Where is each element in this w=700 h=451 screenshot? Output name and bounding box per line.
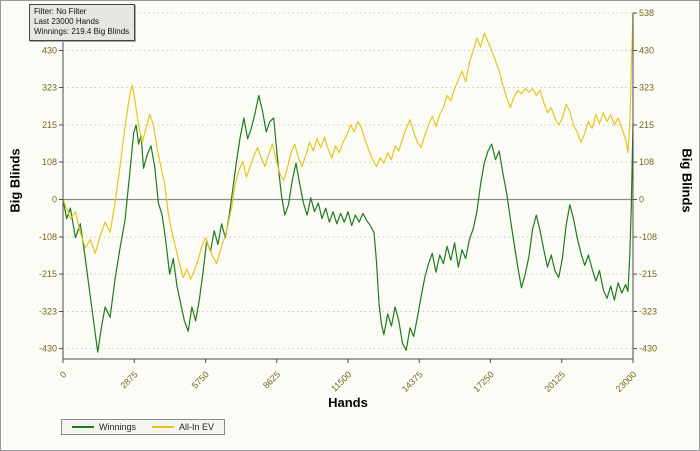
- svg-text:108: 108: [639, 157, 654, 167]
- svg-text:2875: 2875: [118, 369, 139, 390]
- svg-text:17250: 17250: [471, 369, 496, 394]
- svg-text:-108: -108: [639, 232, 657, 242]
- y-axis-title-right: Big Blinds: [679, 148, 695, 213]
- svg-text:5750: 5750: [190, 369, 211, 390]
- svg-text:-108: -108: [39, 232, 57, 242]
- filter-info-box: Filter: No Filter Last 23000 Hands Winni…: [29, 4, 136, 41]
- legend-item-winnings: Winnings: [72, 422, 136, 432]
- svg-text:108: 108: [42, 157, 57, 167]
- svg-text:-215: -215: [39, 269, 57, 279]
- svg-text:430: 430: [42, 45, 57, 55]
- allin-ev-line-swatch: [152, 426, 175, 428]
- y-axis-title-left: Big Blinds: [7, 148, 23, 213]
- svg-text:323: 323: [42, 83, 57, 93]
- svg-text:215: 215: [639, 120, 654, 130]
- svg-text:430: 430: [639, 45, 654, 55]
- svg-text:-323: -323: [39, 307, 57, 317]
- svg-text:20125: 20125: [542, 369, 567, 394]
- svg-text:-215: -215: [639, 269, 657, 279]
- svg-text:0: 0: [58, 369, 69, 380]
- svg-text:215: 215: [42, 120, 57, 130]
- svg-text:8625: 8625: [261, 369, 282, 390]
- x-axis-title: Hands: [328, 395, 368, 410]
- svg-text:-323: -323: [639, 307, 657, 317]
- svg-text:14375: 14375: [400, 369, 425, 394]
- svg-text:0: 0: [52, 195, 57, 205]
- svg-text:323: 323: [639, 83, 654, 93]
- svg-text:-430: -430: [639, 344, 657, 354]
- svg-text:0: 0: [639, 195, 644, 205]
- legend-label-winnings: Winnings: [99, 422, 137, 432]
- chart-legend: Winnings All-In EV: [61, 419, 226, 435]
- svg-text:538: 538: [639, 8, 654, 18]
- legend-item-allin-ev: All-In EV: [152, 422, 214, 432]
- svg-text:23000: 23000: [614, 369, 639, 394]
- winnings-line-swatch: [72, 426, 94, 428]
- legend-label-allin-ev: All-In EV: [179, 422, 215, 432]
- filter-info-line-1: Filter: No Filter: [34, 7, 87, 16]
- filter-info-line-2: Last 23000 Hands: [34, 17, 99, 26]
- svg-text:11500: 11500: [329, 369, 353, 393]
- svg-text:-430: -430: [39, 344, 57, 354]
- filter-info-line-3: Winnings: 219.4 Big Blinds: [34, 27, 130, 36]
